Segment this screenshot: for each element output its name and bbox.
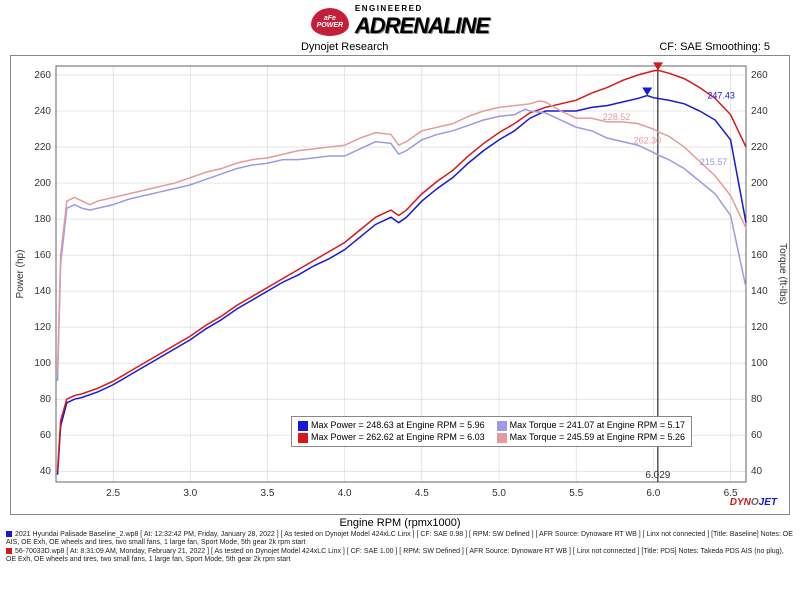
svg-text:200: 200 [34,178,51,189]
svg-text:3.0: 3.0 [183,488,197,499]
svg-text:40: 40 [40,466,52,477]
svg-text:5.5: 5.5 [569,488,583,499]
subtitle-row: Dynojet Research CF: SAE Smoothing: 5 [0,39,800,53]
engineered-label: ENGINEERED [355,4,423,13]
brand-text: ENGINEERED ADRENALINE [355,4,489,39]
legend-box: Max Power = 248.63 at Engine RPM = 5.96 … [291,416,692,447]
dynojet-logo: DYNOJET [730,497,777,508]
svg-text:2.5: 2.5 [106,488,120,499]
svg-text:200: 200 [751,178,768,189]
svg-text:100: 100 [34,358,51,369]
logo-row: aFe POWER ENGINEERED ADRENALINE [0,4,800,39]
svg-text:180: 180 [751,214,768,225]
cf-label: CF: SAE Smoothing: 5 [659,41,770,53]
svg-text:4.0: 4.0 [338,488,352,499]
svg-text:120: 120 [751,322,768,333]
svg-text:140: 140 [751,286,768,297]
legend-item: Max Power = 262.62 at Engine RPM = 6.03 [298,432,485,444]
legend-item: Max Torque = 241.07 at Engine RPM = 5.17 [497,420,685,432]
svg-text:228.52: 228.52 [603,112,631,122]
svg-text:220: 220 [34,142,51,153]
notes-section: 2021 Hyundai Palisade Baseline_2.wp8 [ A… [0,529,800,567]
legend-item: Max Power = 248.63 at Engine RPM = 5.96 [298,420,485,432]
svg-text:100: 100 [751,358,768,369]
svg-text:120: 120 [34,322,51,333]
svg-text:60: 60 [40,430,52,441]
svg-text:140: 140 [34,286,51,297]
svg-text:4.5: 4.5 [415,488,429,499]
svg-text:6.029: 6.029 [645,470,670,481]
x-axis-label: Engine RPM (rpmx1000) [0,515,800,529]
svg-text:262.30: 262.30 [634,135,662,145]
note-test: 56-70033D.wp8 [ At: 8:31:09 AM, Monday, … [6,548,794,565]
svg-text:247.43: 247.43 [707,90,735,100]
svg-text:80: 80 [751,394,763,405]
afe-badge-icon: aFe POWER [311,8,349,36]
header: aFe POWER ENGINEERED ADRENALINE Dynojet … [0,0,800,55]
svg-text:Torque (ft-lbs): Torque (ft-lbs) [777,243,788,305]
svg-text:260: 260 [751,70,768,81]
note-baseline: 2021 Hyundai Palisade Baseline_2.wp8 [ A… [6,531,794,548]
legend-item: Max Torque = 245.59 at Engine RPM = 5.26 [497,432,685,444]
svg-text:220: 220 [751,142,768,153]
svg-text:160: 160 [34,250,51,261]
svg-text:Power (hp): Power (hp) [15,250,26,299]
svg-text:40: 40 [751,466,763,477]
svg-text:3.5: 3.5 [261,488,275,499]
svg-text:260: 260 [34,70,51,81]
svg-text:80: 80 [40,394,52,405]
svg-text:180: 180 [34,214,51,225]
svg-text:215.57: 215.57 [700,157,728,167]
svg-text:5.0: 5.0 [492,488,506,499]
svg-text:240: 240 [34,106,51,117]
dyno-chart: 40 40 60 60 80 80 100 100 120 120 140 140 160 160 180 1… [10,55,790,515]
svg-text:60: 60 [751,430,763,441]
research-label: Dynojet Research [301,41,388,53]
adrenaline-label: ADRENALINE [355,13,489,39]
svg-text:6.0: 6.0 [646,488,660,499]
svg-text:160: 160 [751,250,768,261]
svg-text:240: 240 [751,106,768,117]
